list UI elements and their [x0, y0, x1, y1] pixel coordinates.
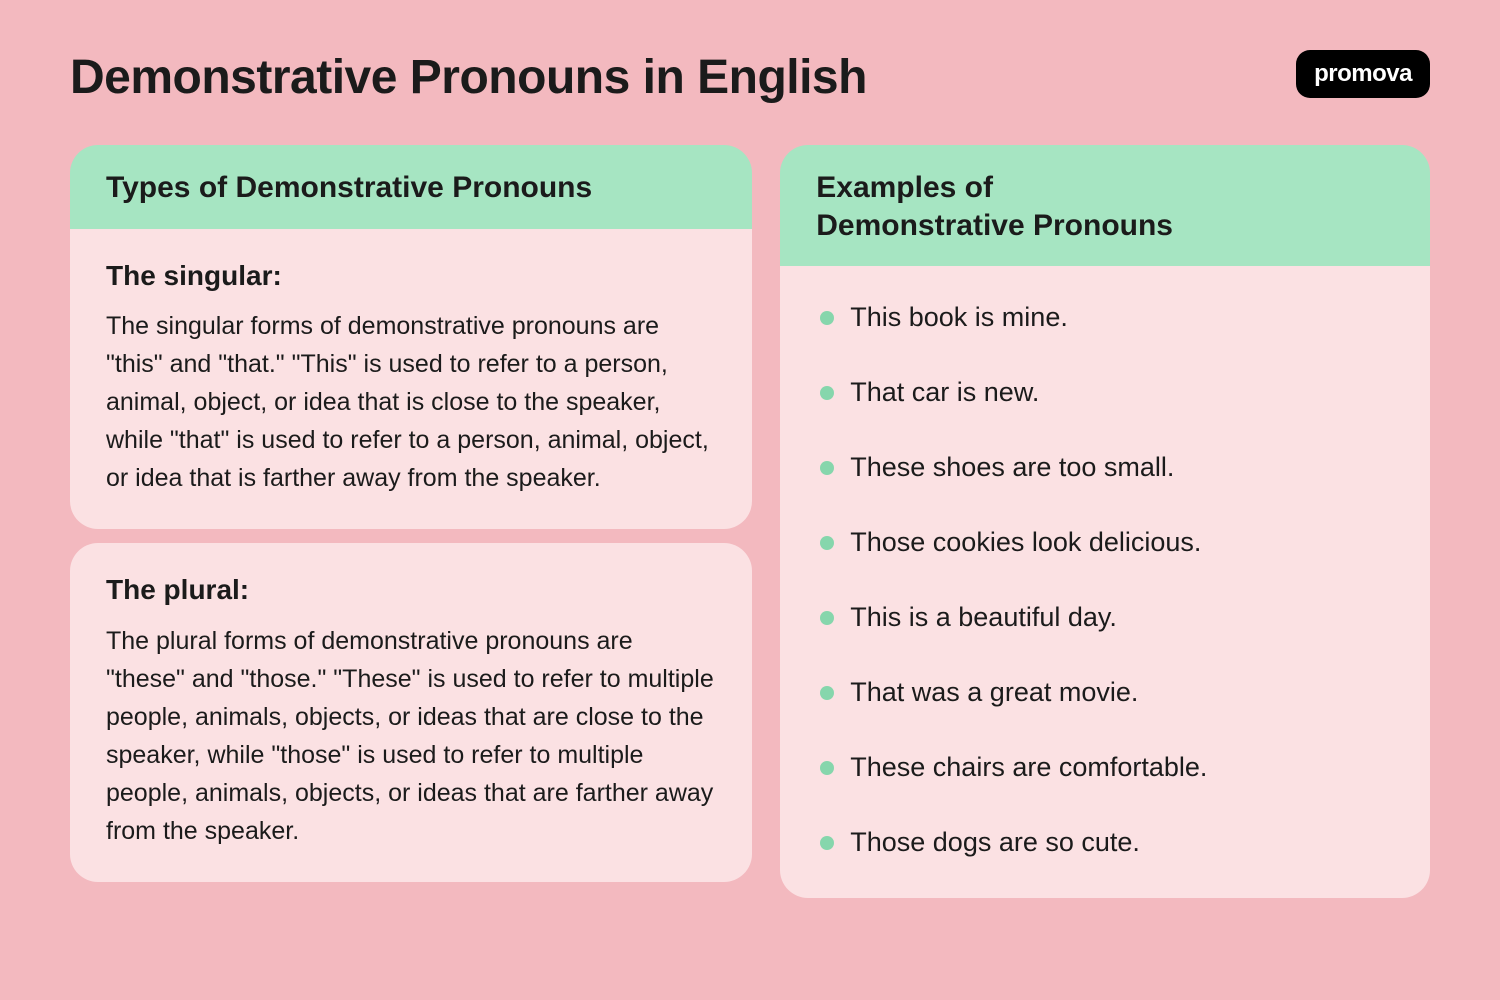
bullet-icon: [820, 386, 834, 400]
example-item: These chairs are comfortable.: [820, 752, 1390, 783]
plural-title: The plural:: [106, 569, 716, 612]
bullet-icon: [820, 536, 834, 550]
content-columns: Types of Demonstrative Pronouns The sing…: [70, 145, 1430, 898]
example-item: This is a beautiful day.: [820, 602, 1390, 633]
example-item: That car is new.: [820, 377, 1390, 408]
example-text: This book is mine.: [850, 302, 1068, 333]
examples-card: This book is mine. That car is new. These …: [780, 266, 1430, 898]
example-text: That was a great movie.: [850, 677, 1138, 708]
example-item: This book is mine.: [820, 302, 1390, 333]
page-title: Demonstrative Pronouns in English: [70, 50, 867, 105]
plural-card: The plural: The plural forms of demonstr…: [70, 543, 752, 882]
bullet-icon: [820, 311, 834, 325]
bullet-icon: [820, 611, 834, 625]
singular-title: The singular:: [106, 255, 716, 298]
example-item: Those dogs are so cute.: [820, 827, 1390, 858]
plural-body: The plural forms of demonstrative pronou…: [106, 622, 716, 850]
example-text: These chairs are comfortable.: [850, 752, 1207, 783]
example-text: That car is new.: [850, 377, 1039, 408]
page: Demonstrative Pronouns in English promov…: [0, 0, 1500, 1000]
examples-list: This book is mine. That car is new. These …: [820, 302, 1390, 858]
examples-header-text: Examples ofDemonstrative Pronouns: [816, 171, 1173, 242]
brand-logo: promova: [1296, 50, 1430, 98]
types-column: Types of Demonstrative Pronouns The sing…: [70, 145, 752, 898]
bullet-icon: [820, 836, 834, 850]
bullet-icon: [820, 686, 834, 700]
header-row: Demonstrative Pronouns in English promov…: [70, 50, 1430, 105]
examples-header: Examples ofDemonstrative Pronouns: [780, 145, 1430, 266]
example-item: These shoes are too small.: [820, 452, 1390, 483]
bullet-icon: [820, 461, 834, 475]
singular-body: The singular forms of demonstrative pron…: [106, 307, 716, 497]
example-text: These shoes are too small.: [850, 452, 1174, 483]
example-text: Those cookies look delicious.: [850, 527, 1201, 558]
example-item: That was a great movie.: [820, 677, 1390, 708]
bullet-icon: [820, 761, 834, 775]
example-text: Those dogs are so cute.: [850, 827, 1140, 858]
example-item: Those cookies look delicious.: [820, 527, 1390, 558]
examples-column: Examples ofDemonstrative Pronouns This b…: [780, 145, 1430, 898]
example-text: This is a beautiful day.: [850, 602, 1117, 633]
types-header: Types of Demonstrative Pronouns: [70, 145, 752, 229]
singular-card: The singular: The singular forms of demo…: [70, 229, 752, 530]
